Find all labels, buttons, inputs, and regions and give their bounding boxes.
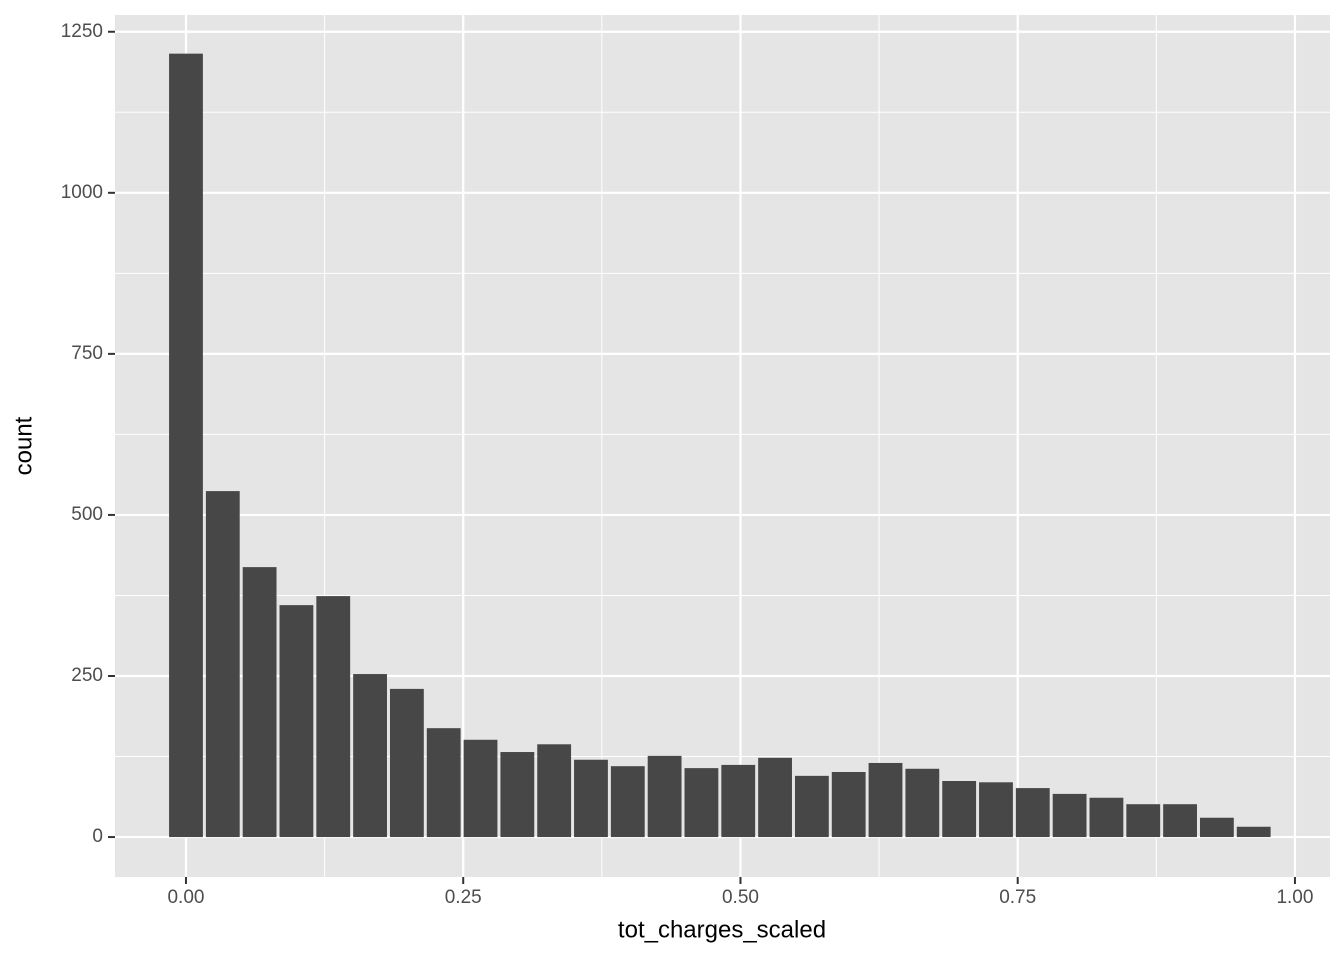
y-tick-label: 250: [71, 665, 103, 686]
y-tick-label: 0: [92, 826, 103, 847]
x-tick-label: 1.00: [1276, 887, 1313, 908]
bar: [794, 775, 829, 838]
bar: [537, 744, 572, 838]
bar: [942, 781, 977, 838]
bar: [316, 596, 351, 838]
bar: [1163, 804, 1197, 838]
bar: [647, 755, 682, 838]
x-tick-label: 0.25: [445, 887, 482, 908]
y-axis-title: count: [10, 416, 37, 475]
bar: [279, 605, 314, 838]
bar: [758, 757, 792, 838]
bar: [610, 766, 645, 838]
bar: [1199, 817, 1234, 838]
bar: [905, 768, 940, 838]
y-tick-label: 1000: [61, 182, 103, 203]
bar: [1126, 804, 1161, 838]
y-tick-label: 500: [71, 504, 103, 525]
bar: [169, 53, 203, 838]
bar: [721, 764, 756, 838]
bar: [1236, 826, 1271, 838]
bar: [426, 728, 461, 838]
bar: [1089, 797, 1124, 838]
bar: [868, 762, 903, 838]
bar: [389, 688, 424, 838]
bar: [205, 491, 240, 838]
bar: [500, 752, 535, 838]
y-tick-label: 1250: [61, 21, 103, 42]
x-tick-label: 0.75: [999, 887, 1036, 908]
bar: [242, 567, 277, 838]
bar: [574, 759, 608, 838]
x-axis-title: tot_charges_scaled: [618, 916, 826, 943]
bar: [1052, 793, 1087, 838]
bars: [169, 53, 1271, 838]
x-tick-label: 0.50: [722, 887, 759, 908]
bar: [684, 768, 719, 838]
bar: [1015, 788, 1050, 838]
bar: [979, 782, 1013, 838]
bar: [353, 674, 387, 838]
x-tick-label: 0.00: [167, 887, 204, 908]
axes: 0.00 0.25 0.50 0.75 1.00 0 250 500 750 1000 1250: [61, 21, 1314, 908]
bar: [831, 771, 866, 838]
y-tick-label: 750: [71, 343, 103, 364]
bar: [463, 739, 498, 838]
